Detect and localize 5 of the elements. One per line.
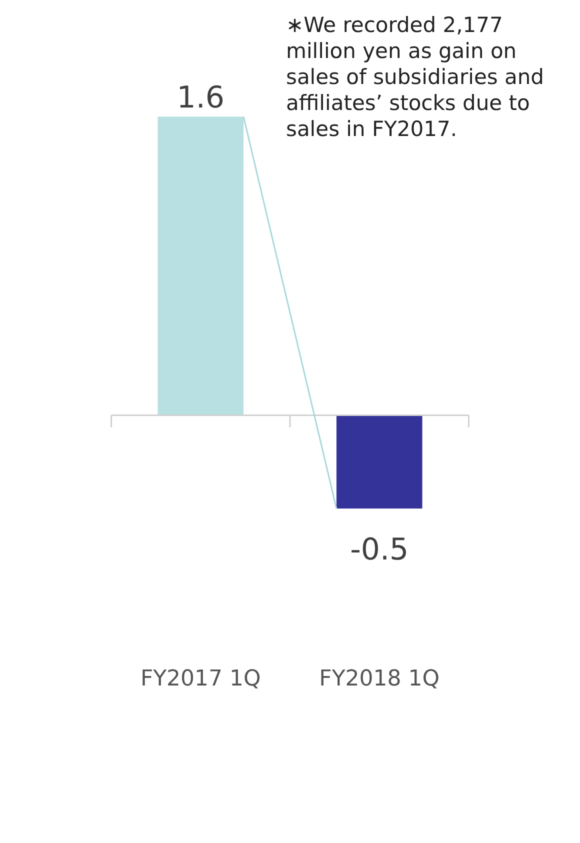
annotation: ∗We recorded 2,177 million yen as gain on sales of subsidiaries and affiliates’ stocks due to sales in FY2017. [286, 12, 545, 142]
x-tick-label: FY2018 1Q [319, 666, 440, 692]
data-label: -0.5 [350, 532, 409, 568]
data-label: 1.6 [176, 80, 224, 116]
x-tick-label: FY2017 1Q [140, 666, 261, 692]
